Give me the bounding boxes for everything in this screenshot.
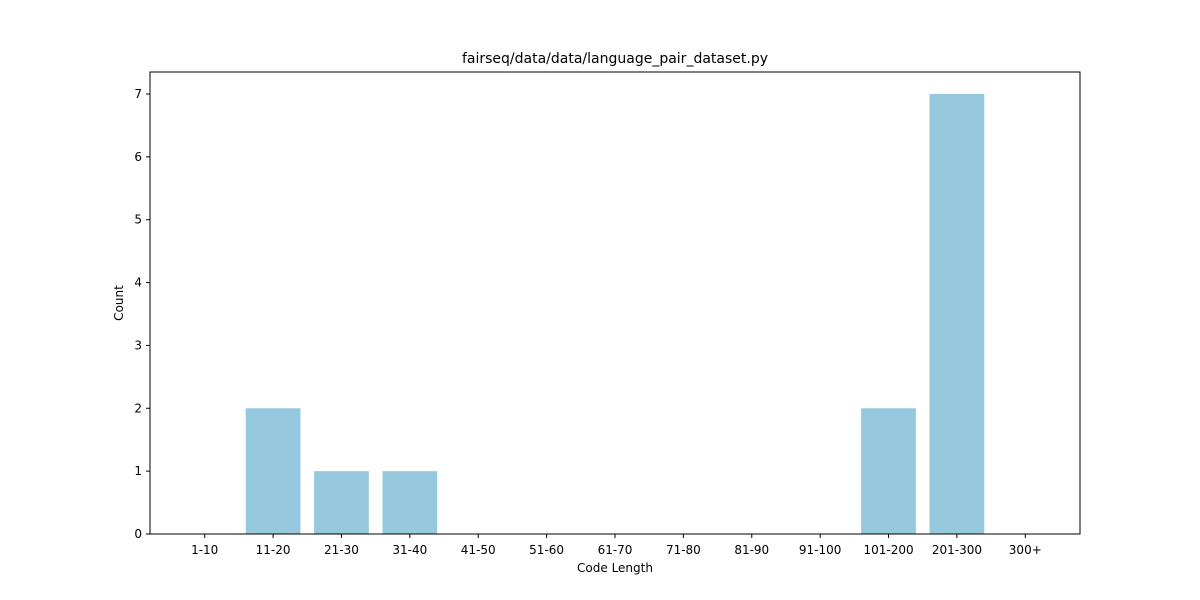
x-tick-label: 1-10 [191,543,218,557]
chart-title: fairseq/data/data/language_pair_dataset.… [462,51,768,67]
x-tick-label: 81-90 [734,543,769,557]
bar-201-300 [929,94,985,534]
y-tick-label: 2 [134,401,142,415]
x-tick-label: 21-30 [324,543,359,557]
bar-21-30 [314,471,369,534]
y-tick-label: 7 [134,87,142,101]
x-tick-label: 300+ [1009,543,1042,557]
x-tick-label: 41-50 [461,543,496,557]
y-tick-label: 1 [134,464,142,478]
x-tick-label: 71-80 [666,543,701,557]
y-axis-label: Count [112,285,126,321]
bar-31-40 [382,471,438,534]
x-tick-label: 61-70 [598,543,633,557]
x-tick-label: 91-100 [799,543,842,557]
bars-layer [245,94,985,534]
x-tick-label: 101-200 [863,543,913,557]
y-tick-label: 6 [134,150,142,164]
y-tick-label: 4 [134,276,142,290]
bar-11-20 [245,408,301,534]
bar-101-200 [861,408,916,534]
y-axis: 0 1 2 3 4 5 6 7 [134,87,150,541]
x-tick-label: 201-300 [932,543,982,557]
x-tick-label: 31-40 [392,543,427,557]
x-axis-label: Code Length [577,561,653,575]
x-tick-label: 11-20 [256,543,291,557]
y-tick-label: 0 [134,527,142,541]
y-tick-label: 3 [134,338,142,352]
x-tick-label: 51-60 [529,543,564,557]
x-axis: 1-10 11-20 21-30 31-40 41-50 51-60 61-70 71-80 8… [191,534,1042,557]
y-tick-label: 5 [134,213,142,227]
